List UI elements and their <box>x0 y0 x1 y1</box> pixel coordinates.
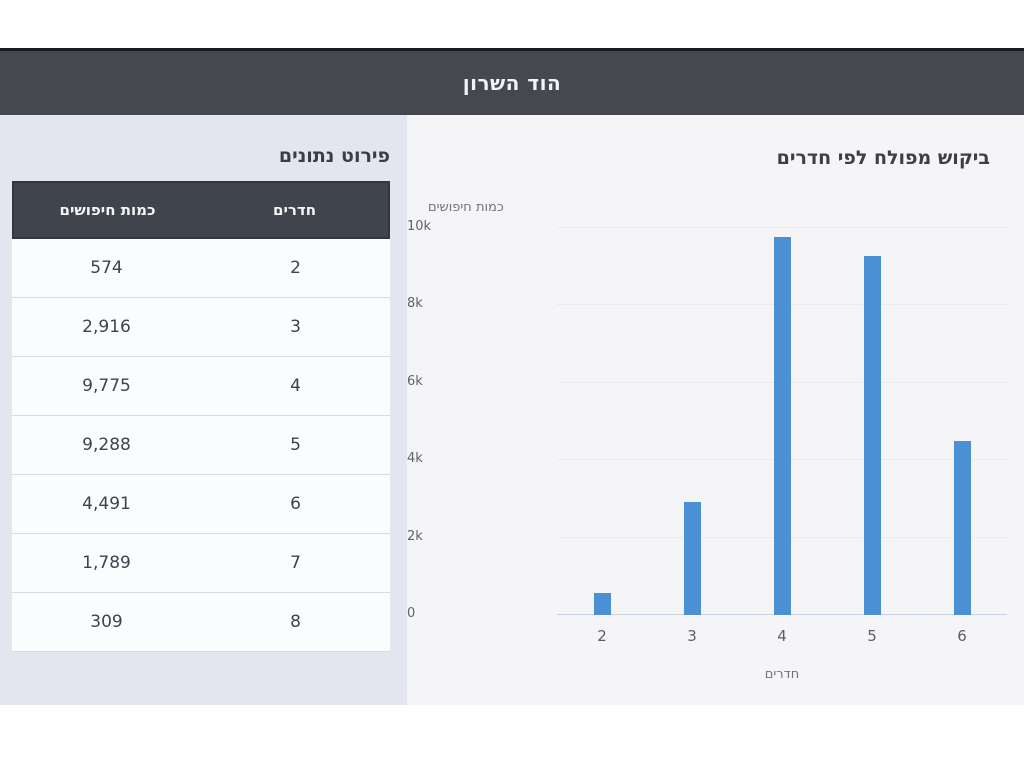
chart-title: ביקוש מפולח לפי חדרים <box>776 147 990 169</box>
y-tick-label: 6k <box>407 373 423 389</box>
table-row: 2 574 <box>12 239 390 298</box>
bar-rooms-4[interactable] <box>773 236 791 615</box>
data-table: חדרים כמות חיפושים 2 574 3 2,916 4 9,775… <box>12 181 390 652</box>
table-row: 8 309 <box>12 593 390 652</box>
x-tick-label: 5 <box>867 627 877 645</box>
table-header-row: חדרים כמות חיפושים <box>12 181 390 239</box>
page-title: הוד השרון <box>462 71 562 95</box>
x-tick-label: 6 <box>957 627 967 645</box>
bar-rooms-5[interactable] <box>863 255 881 615</box>
cell-searches: 9,775 <box>82 376 131 396</box>
cell-searches: 309 <box>90 612 123 632</box>
cell-rooms: 2 <box>290 258 301 278</box>
y-tick-label: 8k <box>407 296 423 312</box>
bar-rooms-2[interactable] <box>593 592 611 615</box>
gridline: 10k <box>407 219 1007 234</box>
table-row: 4 9,775 <box>12 357 390 416</box>
y-axis-title: כמות חיפושים <box>428 200 504 215</box>
cell-searches: 1,789 <box>82 553 131 573</box>
cell-rooms: 8 <box>290 612 301 632</box>
column-header-rooms: חדרים <box>273 201 317 219</box>
y-tick-label: 2k <box>407 528 423 544</box>
bar-series <box>557 228 1007 615</box>
x-tick-label: 2 <box>597 627 607 645</box>
bar-rooms-6[interactable] <box>953 441 971 615</box>
table-row: 7 1,789 <box>12 534 390 593</box>
y-tick-label: 0 <box>407 606 416 621</box>
x-axis-title: חדרים <box>764 667 800 682</box>
cell-rooms: 3 <box>290 317 301 337</box>
bar-chart-plot-area: 10k 8k 6k 4k 2k 0 <box>407 219 1007 621</box>
cell-rooms: 7 <box>290 553 301 573</box>
cell-searches: 2,916 <box>82 317 131 337</box>
data-details-panel: פירוט נתונים חדרים כמות חיפושים 2 574 3 … <box>0 115 407 705</box>
dashboard-content: פירוט נתונים חדרים כמות חיפושים 2 574 3 … <box>0 115 1024 705</box>
x-tick-label: 4 <box>777 627 787 645</box>
table-title: פירוט נתונים <box>278 145 390 167</box>
table-row: 5 9,288 <box>12 416 390 475</box>
cell-searches: 4,491 <box>82 494 131 514</box>
cell-rooms: 4 <box>290 376 301 396</box>
cell-searches: 9,288 <box>82 435 131 455</box>
table-row: 3 2,916 <box>12 298 390 357</box>
cell-rooms: 6 <box>290 494 301 514</box>
x-tick-label: 3 <box>687 627 697 645</box>
cell-searches: 574 <box>90 258 123 278</box>
y-tick-label: 10k <box>407 219 432 234</box>
bar-rooms-3[interactable] <box>683 502 701 615</box>
app-header: הוד השרון <box>0 48 1024 115</box>
dashboard-window: הוד השרון פירוט נתונים חדרים כמות חיפושי… <box>0 48 1024 708</box>
cell-rooms: 5 <box>290 435 301 455</box>
column-header-searches: כמות חיפושים <box>59 201 156 219</box>
y-tick-label: 4k <box>407 451 423 467</box>
chart-panel: ביקוש מפולח לפי חדרים כמות חיפושים 10k 8… <box>407 115 1024 705</box>
table-row: 6 4,491 <box>12 475 390 534</box>
x-axis-ticks: 2 3 4 5 6 <box>557 627 1007 645</box>
